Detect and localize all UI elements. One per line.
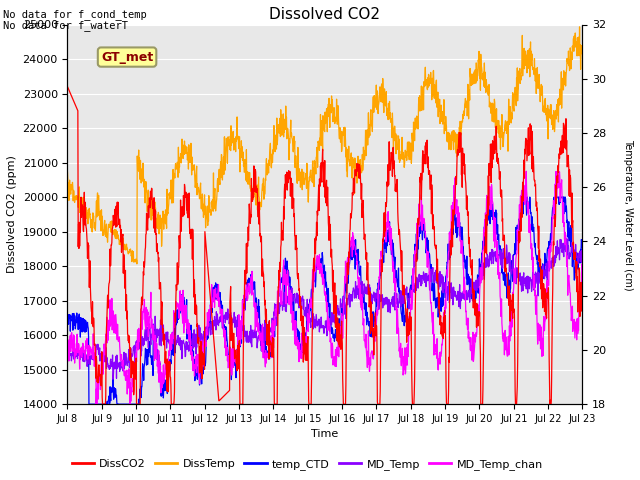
Text: GT_met: GT_met <box>101 50 153 63</box>
X-axis label: Time: Time <box>311 430 339 440</box>
Y-axis label: Dissolved CO2 (ppm): Dissolved CO2 (ppm) <box>7 156 17 273</box>
Text: No data for f_waterT: No data for f_waterT <box>3 20 128 31</box>
Title: Dissolved CO2: Dissolved CO2 <box>269 7 380 22</box>
Legend: DissCO2, DissTemp, temp_CTD, MD_Temp, MD_Temp_chan: DissCO2, DissTemp, temp_CTD, MD_Temp, MD… <box>67 455 547 474</box>
Y-axis label: Temperature, Water Level (cm): Temperature, Water Level (cm) <box>623 139 633 290</box>
Text: No data for f_cond_temp: No data for f_cond_temp <box>3 9 147 20</box>
